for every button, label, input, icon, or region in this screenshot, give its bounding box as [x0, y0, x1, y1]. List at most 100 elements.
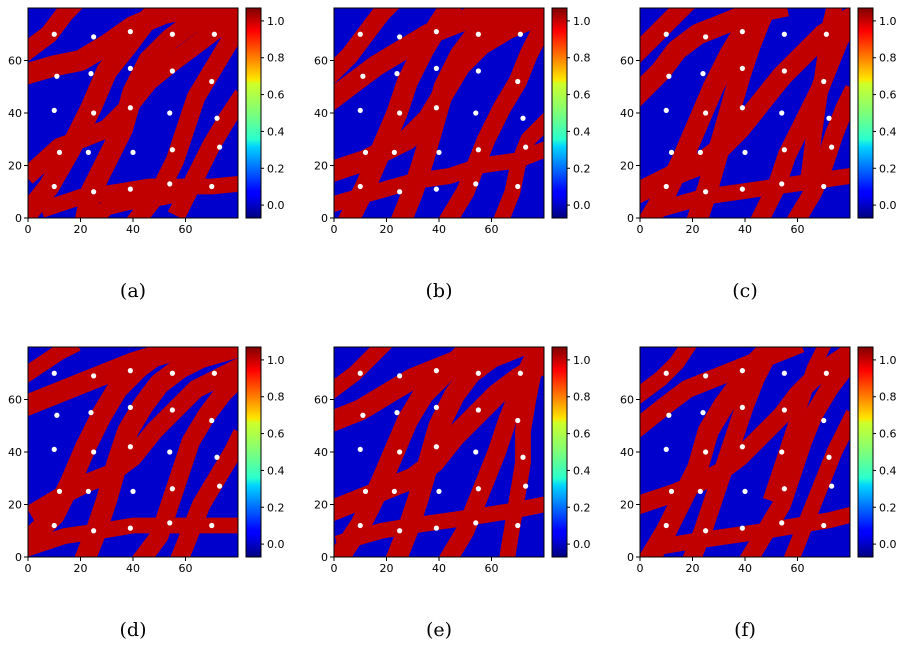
y-tick-label: 60 [314, 394, 328, 407]
y-tick-label: 60 [620, 55, 634, 68]
well-point [473, 181, 479, 187]
well-point [51, 446, 57, 452]
well-point [826, 454, 832, 460]
well-point [362, 488, 369, 494]
panel-caption: (e) [425, 619, 453, 641]
well-point [700, 410, 706, 416]
well-point [88, 71, 94, 77]
channel-8 [656, 168, 850, 218]
well-point [700, 71, 706, 77]
y-tick-label: 20 [314, 499, 328, 512]
channel-5 [682, 347, 790, 557]
well-point [91, 110, 97, 116]
well-point [357, 522, 363, 529]
well-point [520, 115, 526, 121]
channel-2 [334, 347, 393, 399]
well-point [666, 73, 672, 79]
channel-2 [334, 8, 400, 84]
x-tick-label: 40 [738, 223, 752, 236]
well-point [821, 417, 827, 424]
panel-2: 0 20 40 60 0 20 40 60 1.0 0.8 0.6 0.4 0.2 0.0 [314, 7, 591, 236]
well-point [781, 68, 787, 74]
well-point [360, 73, 366, 79]
well-point [357, 183, 363, 190]
colorbar-tick-label: 0.6 [879, 428, 897, 441]
well-point [169, 407, 175, 413]
colorbar [245, 346, 262, 558]
channel-3 [338, 8, 463, 218]
well-point [91, 189, 97, 195]
x-tick-label: 20 [686, 223, 700, 236]
well-point [91, 34, 97, 40]
x-tick-label: 0 [331, 223, 338, 236]
channel-2 [640, 347, 697, 405]
well-point [362, 149, 369, 155]
panel-caption: (c) [732, 280, 758, 302]
x-tick-label: 40 [432, 223, 446, 236]
well-point [56, 149, 63, 155]
well-point [781, 486, 787, 492]
colorbar-tick-label: 1.0 [879, 15, 897, 28]
channel-4 [640, 8, 850, 204]
well-point [127, 105, 133, 111]
well-point [823, 370, 829, 376]
well-point [169, 31, 175, 37]
colorbar-tick-label: 0.0 [573, 199, 591, 212]
colorbar-tick-label: 0.4 [267, 125, 285, 138]
well-point [517, 370, 523, 376]
well-point [821, 78, 827, 85]
colorbar-tick-label: 0.4 [573, 464, 591, 477]
well-point [397, 34, 403, 40]
well-point [515, 522, 521, 529]
well-point [742, 149, 748, 155]
channel-8 [651, 506, 850, 556]
panel-5: 0 20 40 60 0 20 40 60 1.0 0.8 0.6 0.4 0.2 0.0 [314, 346, 591, 575]
well-point [703, 189, 709, 195]
y-tick-label: 40 [620, 446, 634, 459]
colorbar-tick-label: 0.8 [879, 52, 897, 65]
well-point [397, 110, 403, 116]
well-point [781, 407, 787, 413]
well-point [697, 149, 703, 155]
well-point [433, 65, 439, 71]
well-point [436, 488, 442, 494]
well-point [779, 181, 785, 187]
colorbar-tick-label: 0.8 [267, 391, 285, 404]
well-point [829, 483, 835, 489]
x-tick-label: 20 [74, 223, 88, 236]
colorbar-tick-label: 0.8 [573, 52, 591, 65]
well-point [167, 520, 173, 526]
well-point [54, 73, 60, 79]
colorbar-tick-label: 0.2 [879, 162, 897, 175]
well-point [475, 370, 481, 376]
channel-7 [786, 84, 850, 218]
well-point [214, 454, 220, 460]
x-tick-label: 20 [380, 223, 394, 236]
y-tick-label: 40 [8, 446, 22, 459]
well-point [523, 144, 529, 150]
x-tick-label: 0 [637, 562, 644, 575]
well-point [217, 144, 223, 150]
y-tick-label: 60 [314, 55, 328, 68]
x-tick-label: 40 [126, 223, 140, 236]
channel-4 [28, 357, 238, 523]
channel-3 [334, 347, 490, 557]
well-point [209, 183, 215, 190]
well-point [739, 368, 745, 374]
well-point [394, 71, 400, 77]
well-point [515, 183, 521, 190]
colorbar-tick-label: 0.0 [267, 538, 285, 551]
channel-5 [686, 8, 778, 218]
x-tick-label: 40 [432, 562, 446, 575]
well-point [169, 147, 175, 153]
colorbar-tick-label: 0.6 [879, 89, 897, 102]
well-point [127, 186, 133, 192]
well-point [51, 522, 57, 529]
y-tick-label: 40 [620, 107, 634, 120]
colorbar-tick-label: 0.0 [573, 538, 591, 551]
x-tick-label: 0 [25, 223, 32, 236]
well-point [703, 528, 709, 534]
channel-5 [75, 8, 238, 218]
well-point [167, 449, 173, 455]
panel-1: 0 20 40 60 0 20 40 60 1.0 0.8 0.6 0.4 0.2 0.0 [8, 7, 285, 236]
